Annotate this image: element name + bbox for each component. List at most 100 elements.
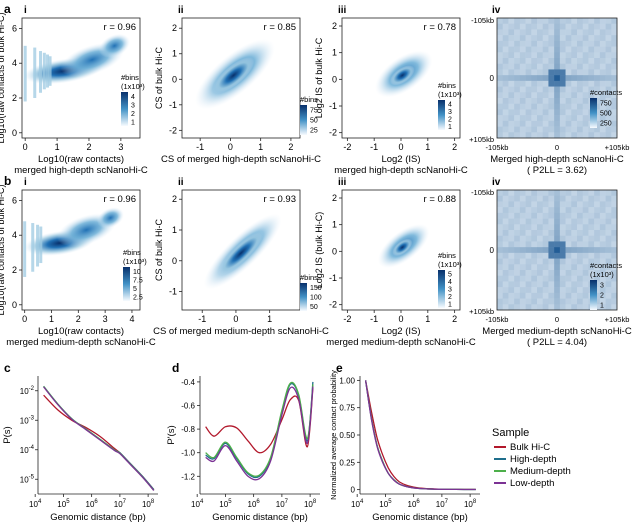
a-iv-heat-cell: [565, 115, 572, 122]
b-iv-heat-cell: [594, 218, 601, 225]
a-iv-heat-cell: [548, 92, 555, 99]
b-iv-heat-cell: [594, 270, 601, 277]
a-iv-heat-cell: [537, 52, 544, 59]
b-iv-heat-cell: [531, 190, 538, 197]
b-iv-heat-cell: [519, 190, 526, 197]
b-iv-heat-cell: [605, 235, 612, 242]
b-i-r-label: r = 0.96: [104, 194, 136, 205]
b-iv-heat-cell: [599, 230, 606, 237]
a-iv-heat-cell: [497, 69, 504, 76]
a-iv-heat-cell: [519, 75, 526, 82]
a-ii-xtick-label: 1: [258, 142, 263, 152]
b-iv-heat-cell: [502, 275, 509, 282]
b-iv-xlabel: Merged medium-depth scNanoHi-C: [482, 326, 632, 337]
b-iv-heat-cell: [559, 201, 566, 208]
b-iv-heat-cell: [508, 287, 515, 294]
b-iv-heat-cell: [525, 292, 532, 299]
b-iv-heat-cell: [559, 190, 566, 197]
a-iii-xtick-label: -1: [370, 142, 378, 152]
b-iv-heat-cell: [514, 235, 521, 242]
b-iv-heat-cell: [577, 190, 584, 197]
b-iv-heat-cell: [508, 258, 515, 265]
a-iv-heat-cell: [605, 115, 612, 122]
a-iv-heat-cell: [588, 126, 595, 133]
a-iv-heat-cell: [594, 69, 601, 76]
b-iv-heat-cell: [565, 201, 572, 208]
b-iv-heat-cell: [565, 212, 572, 219]
a-iv-heat-cell: [588, 80, 595, 87]
b-iv-heat-cell: [571, 258, 578, 265]
a-iv-heat-cell: [605, 103, 612, 110]
a-iv-heat-cell: [611, 132, 618, 139]
a-ii-xtick-label: 2: [288, 142, 293, 152]
a-iv-heat-cell: [508, 126, 515, 133]
e-ytick-label: 0.50: [339, 431, 355, 440]
a-iv-heat-cell: [502, 115, 509, 122]
a-iv-heat-cell: [577, 35, 584, 42]
b-iv-heat-cell: [577, 287, 584, 294]
a-iv-heat-cell: [542, 92, 549, 99]
b-ii-ytick-label: 2: [172, 194, 177, 204]
b-iv-heat-cell: [605, 258, 612, 265]
a-iv-heat-cell: [611, 126, 618, 133]
b-iv-heat-cell: [531, 235, 538, 242]
e-series-low-depth: [364, 380, 476, 491]
b-iv-heat-cell: [542, 230, 549, 237]
b-iv-heat-cell: [599, 270, 606, 277]
b-iv-heat-cell: [514, 224, 521, 231]
b-iv-heat-cell: [497, 252, 504, 259]
b-iv-heat-cell: [554, 224, 561, 231]
a-iv-heat-cell: [531, 52, 538, 59]
a-iv-heat-cell: [588, 92, 595, 99]
b-iv-heat-cell: [525, 264, 532, 271]
a-i-legend-title: #bins: [121, 73, 139, 82]
a-iv-heat-cell: [594, 115, 601, 122]
b-iv-center-y-label: 0: [490, 246, 495, 255]
b-iv-heat-cell: [582, 190, 589, 197]
a-i-legend-tick: 2: [131, 111, 135, 118]
a-iv-heat-cell: [571, 23, 578, 30]
b-iv-heat-cell: [605, 230, 612, 237]
a-iv-heat-cell: [594, 98, 601, 105]
b-iv-heat-cell: [582, 235, 589, 242]
a-iv-heat-cell: [548, 63, 555, 70]
a-iv-heat-cell: [594, 63, 601, 70]
b-i-stripe: [23, 221, 27, 277]
b-ii-ytick-label: -1: [169, 287, 177, 297]
b-iv-heat-cell: [577, 264, 584, 271]
a-iv-heat-cell: [525, 23, 532, 30]
b-iii-r-label: r = 0.88: [424, 194, 456, 205]
a-iv-heat-cell: [514, 18, 521, 25]
b-iv-heat-cell: [577, 218, 584, 225]
b-iv-heat-cell: [582, 247, 589, 254]
b-iv-heat-cell: [502, 207, 509, 214]
a-iv-heat-cell: [582, 126, 589, 133]
a-iv-heat-cell: [588, 86, 595, 93]
b-iv-heat-cell: [594, 275, 601, 282]
a-iv-heat-cell: [548, 120, 555, 127]
b-iv-heat-cell: [508, 230, 515, 237]
a-iv-heat-cell: [531, 98, 538, 105]
a-iv-heat-cell: [559, 86, 566, 93]
a-iv-heat-cell: [497, 58, 504, 65]
a-iv-heat-cell: [559, 115, 566, 122]
a-iii-xlabel: Log2 (IS): [381, 154, 420, 165]
a-iv-heat-cell: [497, 103, 504, 110]
a-iv-heat-cell: [497, 35, 504, 42]
b-iii-density-blob: [392, 238, 413, 257]
b-iv-heat-cell: [508, 270, 515, 277]
a-iv-heat-cell: [611, 80, 618, 87]
a-iv-heat-cell: [588, 69, 595, 76]
a-iv-legend-tick: 500: [600, 111, 612, 118]
b-iv-heat-cell: [554, 207, 561, 214]
a-iv-heat-cell: [605, 120, 612, 127]
b-iv-heat-cell: [571, 230, 578, 237]
b-iv-heat-cell: [531, 212, 538, 219]
a-iv-heat-cell: [611, 92, 618, 99]
c-xtick-label: 106: [86, 499, 99, 509]
a-iv-heat-cell: [611, 109, 618, 116]
b-iv-heat-cell: [588, 212, 595, 219]
a-iv-heatmap-cells: [497, 18, 618, 139]
b-iv-heat-cell: [514, 275, 521, 282]
a-iv-heat-cell: [565, 40, 572, 47]
